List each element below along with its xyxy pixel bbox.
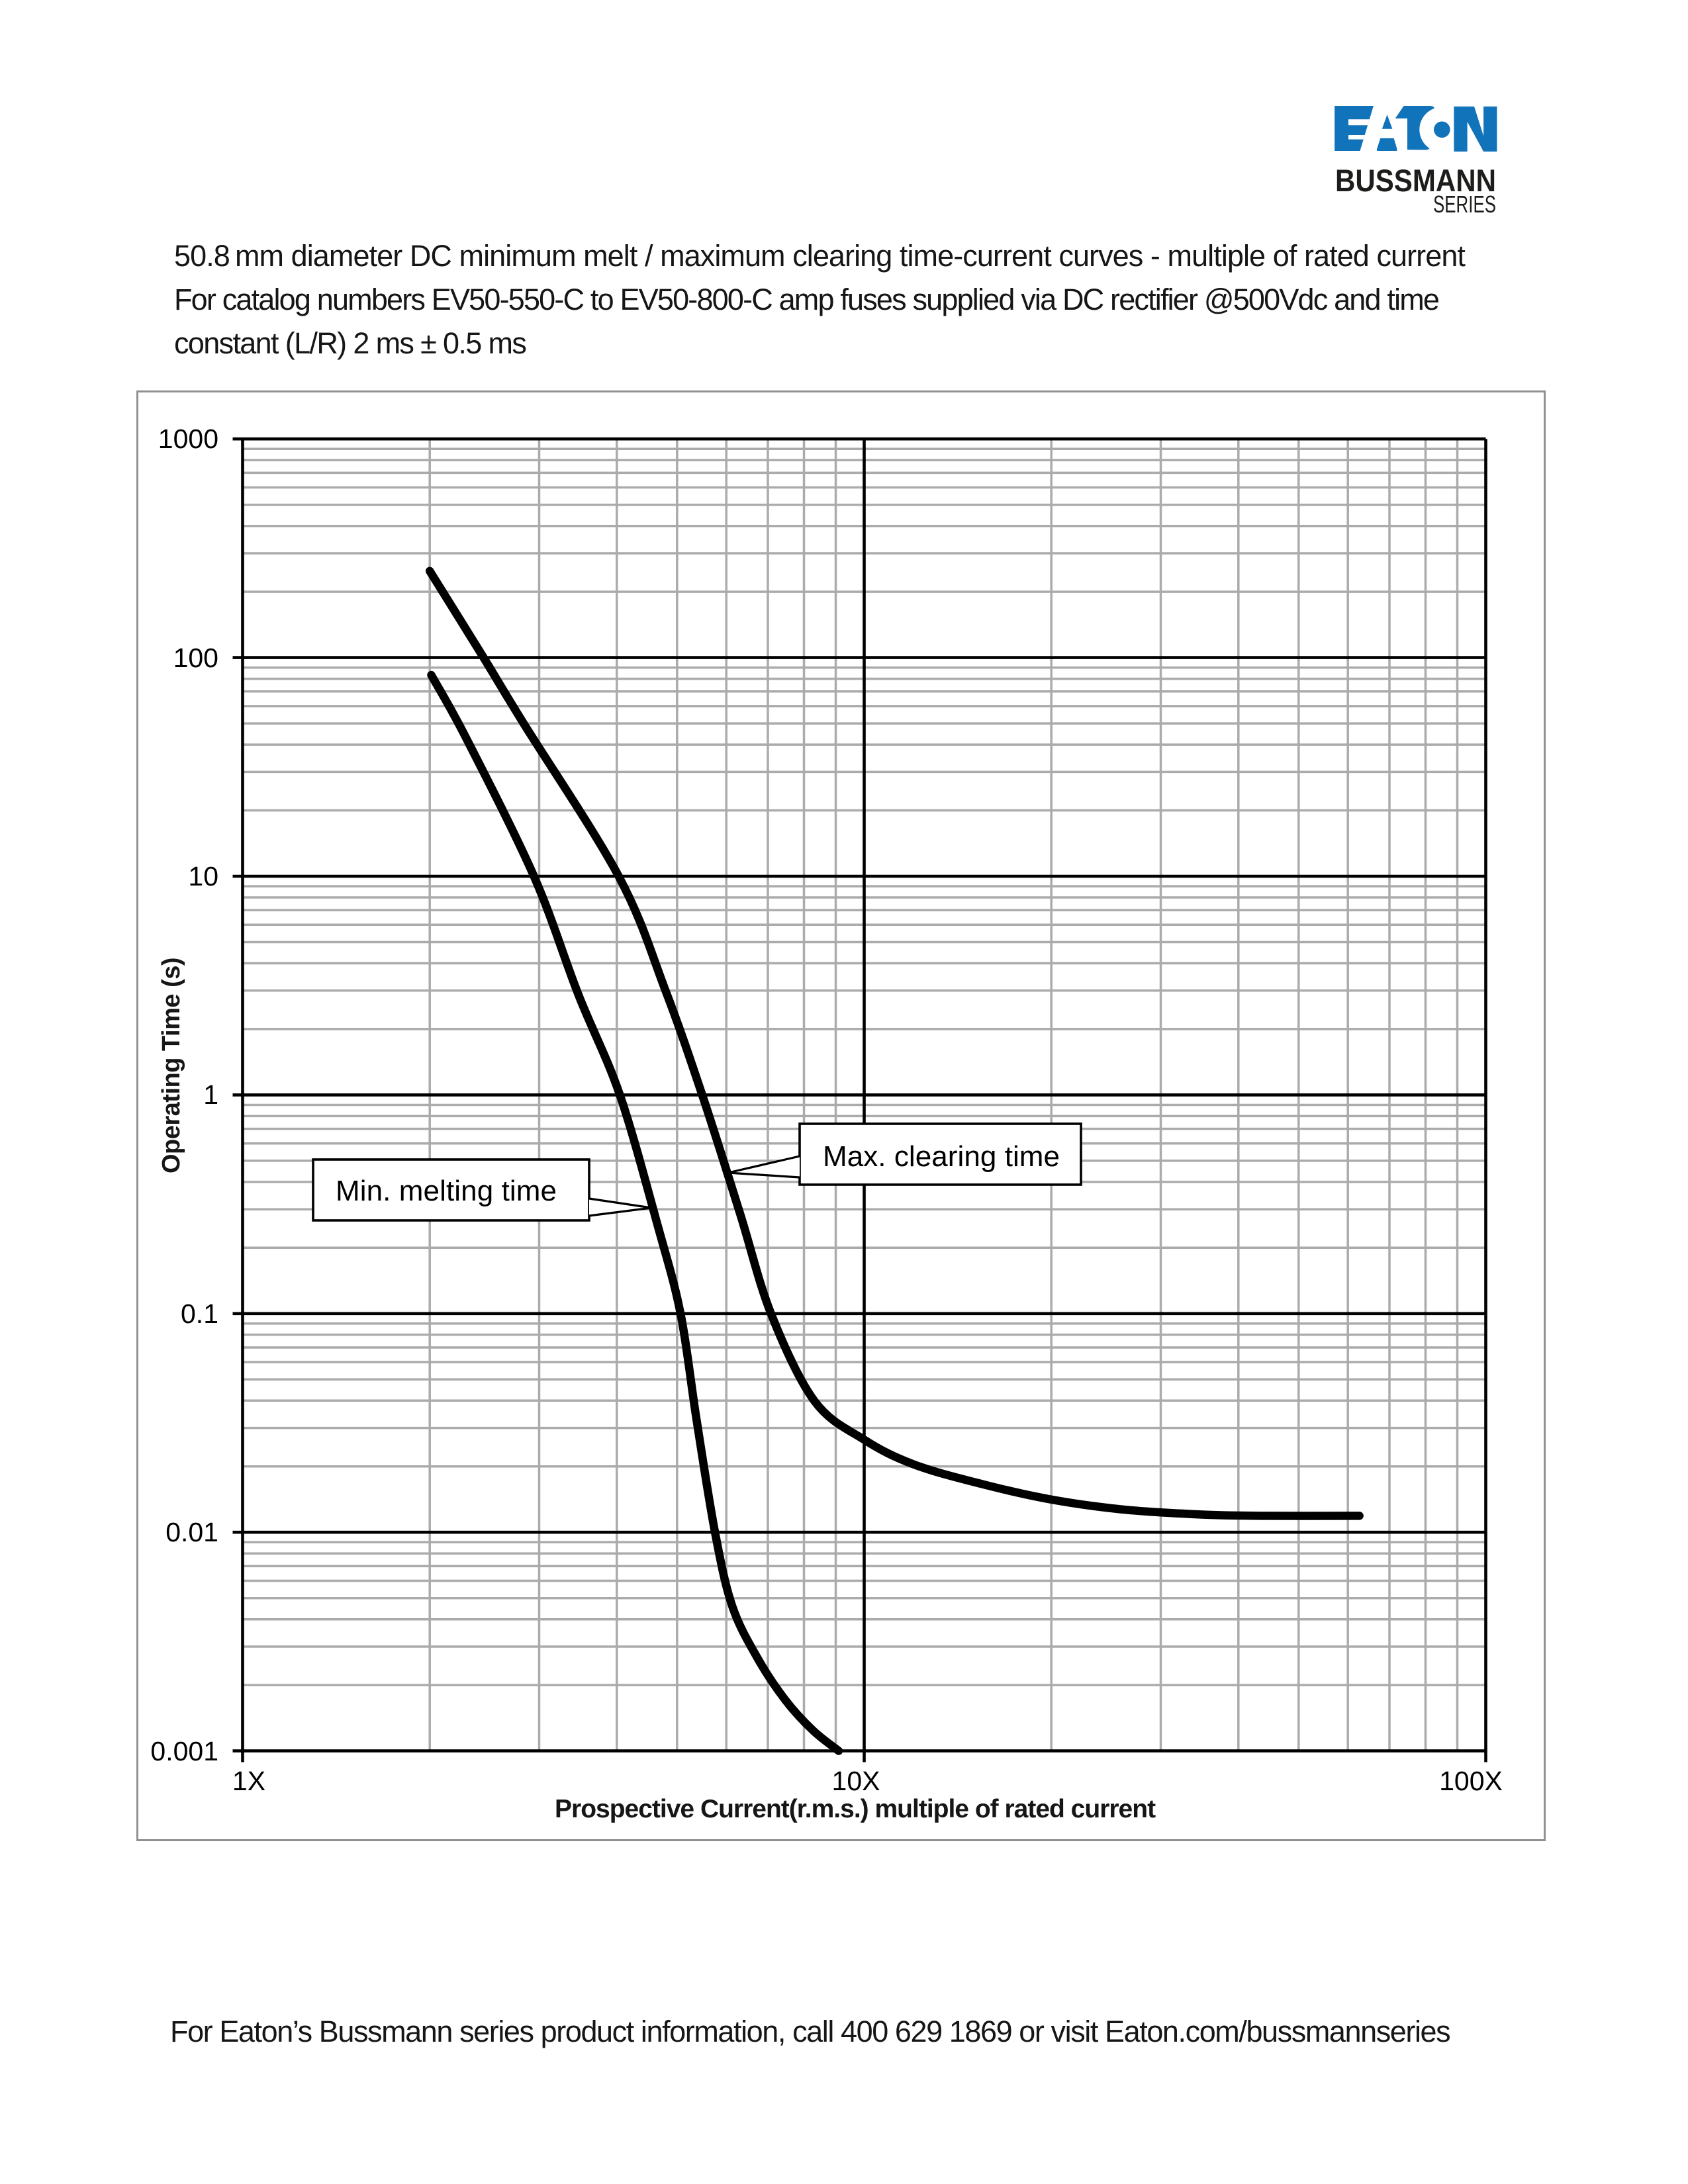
- svg-text:Min. melting time: Min. melting time: [336, 1175, 557, 1207]
- svg-text:BUSSMANN: BUSSMANN: [1335, 163, 1496, 198]
- svg-text:Max. clearing time: Max. clearing time: [823, 1140, 1060, 1173]
- svg-text:SERIES: SERIES: [1433, 191, 1496, 218]
